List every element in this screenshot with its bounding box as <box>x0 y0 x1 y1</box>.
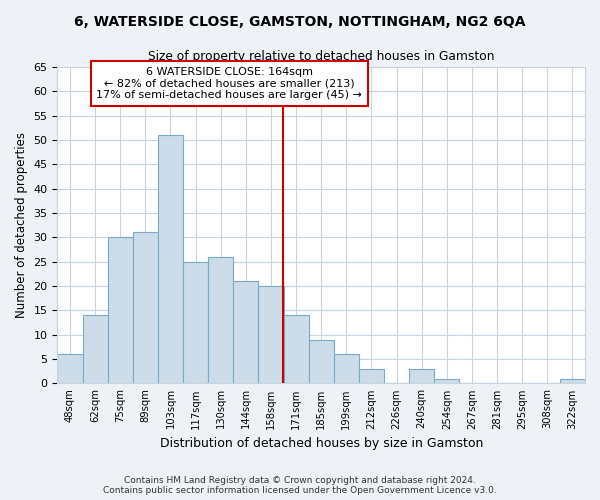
Bar <box>409 369 434 384</box>
Bar <box>284 316 308 384</box>
Bar <box>434 378 460 384</box>
Bar <box>308 340 334 384</box>
Bar <box>58 354 83 384</box>
Bar <box>83 316 107 384</box>
Title: Size of property relative to detached houses in Gamston: Size of property relative to detached ho… <box>148 50 494 63</box>
Bar <box>208 257 233 384</box>
Bar <box>259 286 284 384</box>
Bar <box>158 135 183 384</box>
X-axis label: Distribution of detached houses by size in Gamston: Distribution of detached houses by size … <box>160 437 483 450</box>
Bar <box>133 232 158 384</box>
Bar <box>334 354 359 384</box>
Bar <box>233 281 259 384</box>
Bar <box>359 369 384 384</box>
Y-axis label: Number of detached properties: Number of detached properties <box>15 132 28 318</box>
Text: Contains HM Land Registry data © Crown copyright and database right 2024.
Contai: Contains HM Land Registry data © Crown c… <box>103 476 497 495</box>
Bar <box>107 238 133 384</box>
Bar <box>183 262 208 384</box>
Text: 6, WATERSIDE CLOSE, GAMSTON, NOTTINGHAM, NG2 6QA: 6, WATERSIDE CLOSE, GAMSTON, NOTTINGHAM,… <box>74 15 526 29</box>
Text: 6 WATERSIDE CLOSE: 164sqm
← 82% of detached houses are smaller (213)
17% of semi: 6 WATERSIDE CLOSE: 164sqm ← 82% of detac… <box>97 67 362 100</box>
Bar <box>560 378 585 384</box>
